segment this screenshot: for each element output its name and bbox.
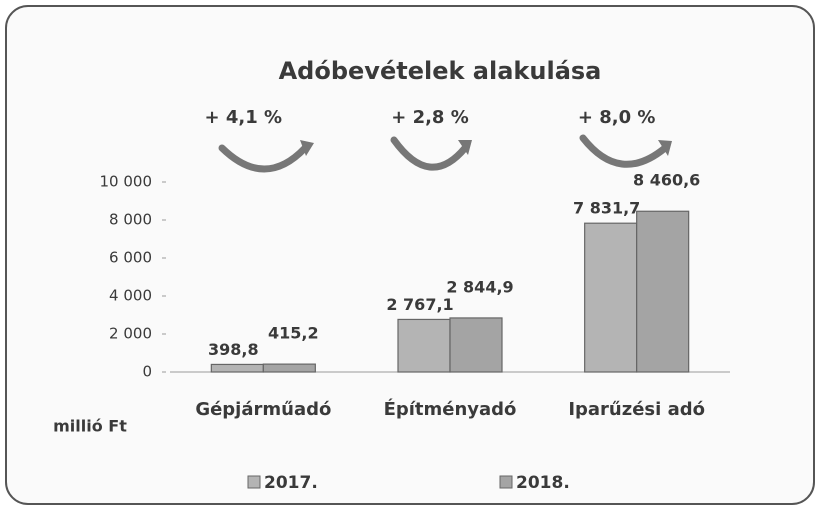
value-label: 398,8 <box>208 340 259 359</box>
arrow-head <box>458 140 472 155</box>
bar <box>210 363 264 373</box>
legend-swatch <box>499 475 513 489</box>
value-label: 415,2 <box>268 324 319 343</box>
bar <box>397 318 451 373</box>
chart-frame <box>5 5 815 505</box>
annotation: + 2,8 % <box>391 107 469 128</box>
y-tick-label: 8 000 <box>109 211 152 229</box>
bar <box>262 363 316 373</box>
y-tick-label: 2 000 <box>109 325 152 343</box>
x-tick-label: Építményadó <box>384 398 517 420</box>
arrow-head <box>300 140 314 156</box>
arrow-heads <box>300 140 672 156</box>
y-tick-label: 0 <box>142 363 152 381</box>
legend-label: 2018. <box>516 473 570 493</box>
arrows <box>218 134 669 173</box>
arrow <box>390 136 469 171</box>
y-axis-label: millió Ft <box>53 417 127 436</box>
value-label: 2 844,9 <box>446 277 513 296</box>
x-tick-label: Iparűzési adó <box>568 399 705 420</box>
x-tick-label: Gépjárműadó <box>195 399 331 420</box>
annotation: + 8,0 % <box>578 107 656 128</box>
y-tick-label: 6 000 <box>109 249 152 267</box>
chart-title: Adóbevételek alakulása <box>279 57 602 85</box>
arrow <box>218 144 309 173</box>
legend-swatch <box>247 475 261 489</box>
value-label: 8 460,6 <box>633 171 700 190</box>
arrow <box>579 134 669 168</box>
bar <box>584 222 638 373</box>
y-tick-label: 10 000 <box>100 173 153 191</box>
value-label: 7 831,7 <box>573 199 640 218</box>
legend-label: 2017. <box>264 473 318 493</box>
arrow-head <box>658 140 672 156</box>
bar <box>449 317 503 373</box>
bar <box>636 210 690 373</box>
value-label: 2 767,1 <box>386 295 453 314</box>
y-tick-label: 4 000 <box>109 287 152 305</box>
annotation: + 4,1 % <box>205 107 283 128</box>
